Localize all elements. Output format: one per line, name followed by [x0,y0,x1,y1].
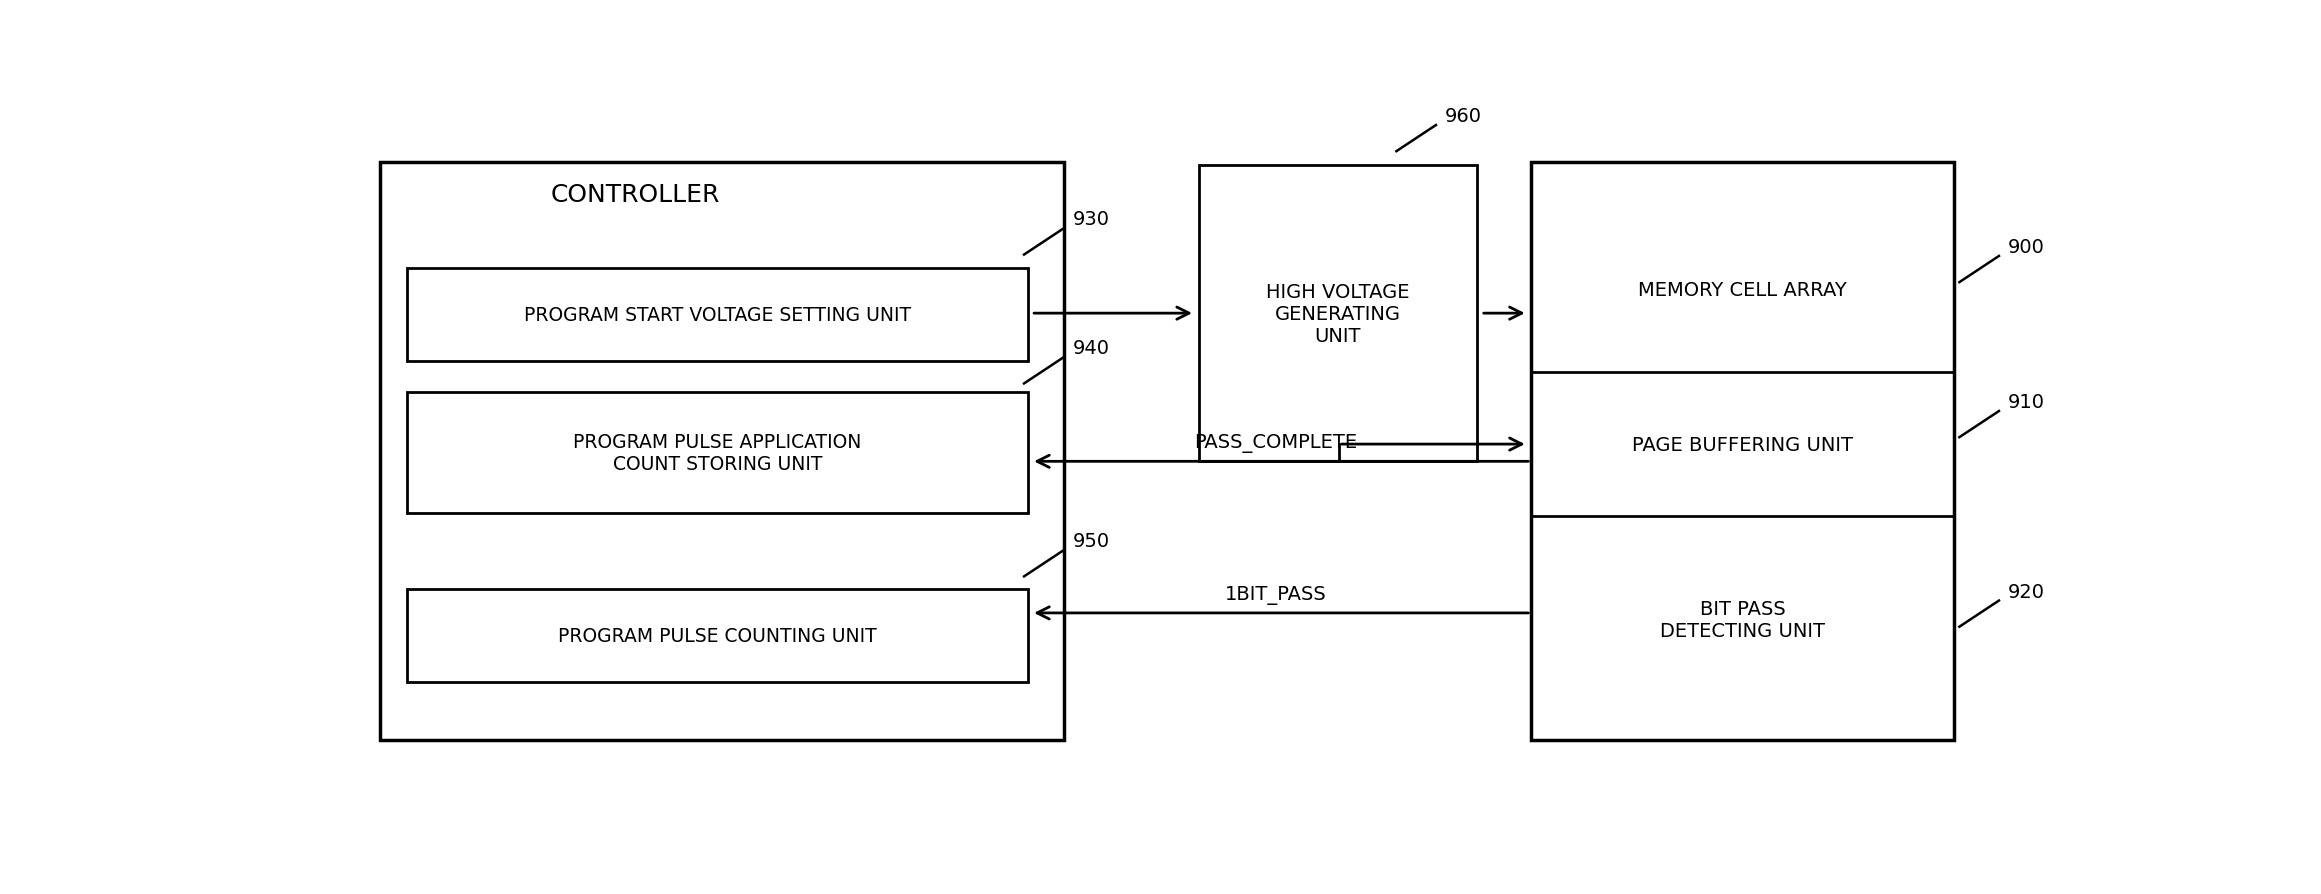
Text: HIGH VOLTAGE
GENERATING
UNIT: HIGH VOLTAGE GENERATING UNIT [1267,283,1409,345]
Text: PROGRAM PULSE COUNTING UNIT: PROGRAM PULSE COUNTING UNIT [557,626,877,645]
Text: 920: 920 [2008,582,2045,601]
Text: 930: 930 [1072,210,1109,229]
Bar [406,393,1028,513]
Text: MEMORY CELL ARRAY: MEMORY CELL ARRAY [1639,280,1848,299]
Text: PROGRAM START VOLTAGE SETTING UNIT: PROGRAM START VOLTAGE SETTING UNIT [525,306,910,325]
Bar [381,163,1063,740]
Text: PASS_COMPLETE: PASS_COMPLETE [1195,434,1358,453]
Text: 940: 940 [1072,339,1109,358]
Text: 1BIT_PASS: 1BIT_PASS [1225,586,1328,604]
Text: CONTROLLER: CONTROLLER [550,183,720,207]
Text: PAGE BUFFERING UNIT: PAGE BUFFERING UNIT [1632,435,1852,454]
Text: BIT PASS
DETECTING UNIT: BIT PASS DETECTING UNIT [1660,600,1824,641]
Bar [406,269,1028,362]
Bar [1532,163,1954,740]
Text: 900: 900 [2008,238,2045,257]
Text: 960: 960 [1446,107,1481,126]
Text: PROGRAM PULSE APPLICATION
COUNT STORING UNIT: PROGRAM PULSE APPLICATION COUNT STORING … [573,433,861,474]
Text: 910: 910 [2008,392,2045,411]
Text: 950: 950 [1072,532,1109,551]
Bar [1198,165,1476,462]
Bar [406,589,1028,682]
